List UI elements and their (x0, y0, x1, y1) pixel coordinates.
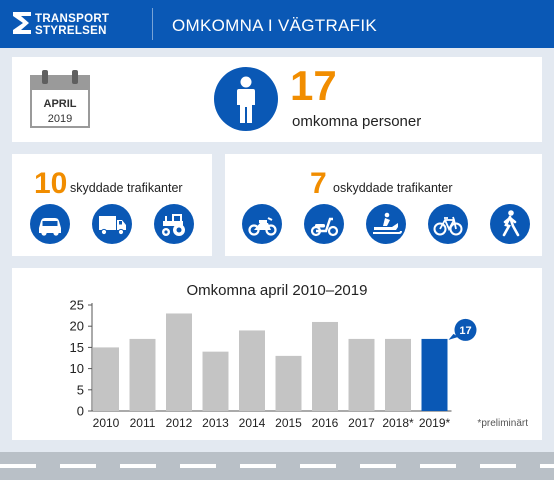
y-tick-label: 5 (77, 382, 84, 397)
bar (202, 351, 229, 411)
bicycle-icon (428, 204, 468, 244)
pedestrian-icon (490, 204, 530, 244)
bar (385, 338, 411, 411)
calendar-year: 2019 (47, 113, 73, 125)
chart-card: Omkomna april 2010–2019 0 5 10 15 20 25 2010 20… (12, 268, 542, 440)
callout-pointer (448, 333, 459, 340)
person-icon (214, 67, 278, 131)
x-tick-label: 2015 (275, 416, 302, 430)
road-decoration (0, 452, 554, 480)
total-fatalities-count: 17 (290, 62, 337, 109)
unprotected-label: oskyddade trafikanter (333, 181, 453, 195)
transportstyrelsen-logo: TRANSPORT STYRELSEN (13, 12, 143, 38)
x-tick-label: 2011 (130, 416, 156, 430)
bar (312, 321, 338, 411)
road-lane-markings (0, 464, 554, 468)
y-tick-label: 25 (70, 298, 84, 313)
total-fatalities-label: omkomna personer (292, 113, 422, 130)
bar (275, 355, 302, 411)
protected-label: skyddade trafikanter (70, 181, 183, 195)
highlight-bar (421, 338, 448, 411)
snowmobile-icon (366, 204, 406, 244)
chart-footnote: *preliminärt (477, 418, 528, 429)
bar (166, 313, 192, 411)
calendar-month: APRIL (43, 98, 77, 110)
truck-icon (92, 204, 132, 244)
motorcycle-icon (242, 204, 282, 244)
bar (129, 338, 156, 411)
callout-bubble (454, 318, 477, 341)
chart-title: Omkomna april 2010–2019 (186, 282, 368, 299)
x-tick-label: 2016 (312, 416, 339, 430)
car-icon (30, 204, 70, 244)
bar-chart: 0 5 10 15 20 25 2010 2011 2012 2013 2014 2015 2016 20… (70, 298, 477, 430)
callout-value-label: 17 (459, 325, 471, 337)
header-bar: TRANSPORT STYRELSEN OMKOMNA I VÄGTRAFIK (0, 0, 554, 48)
unprotected-count: 7 (310, 167, 327, 200)
bar (93, 347, 119, 411)
header-divider (152, 8, 153, 40)
unprotected-road-users-card: 7 oskyddade trafikanter (225, 154, 542, 256)
x-tick-label: 2014 (239, 416, 266, 430)
x-tick-label: 2012 (166, 416, 193, 430)
moped-icon (304, 204, 344, 244)
tractor-icon (154, 204, 194, 244)
x-tick-label: 2018* (382, 416, 414, 430)
x-tick-label: 2019* (419, 416, 451, 430)
bar (348, 338, 375, 411)
protected-road-users-card: 10 skyddade trafikanter (12, 154, 212, 256)
x-tick-label: 2017 (348, 416, 375, 430)
logo-arrow-icon (13, 12, 31, 34)
y-tick-label: 20 (70, 319, 84, 334)
bar (239, 330, 265, 411)
page-title: OMKOMNA I VÄGTRAFIK (172, 16, 378, 35)
calendar-icon: APRIL 2019 (30, 70, 90, 128)
y-tick-label: 10 (70, 361, 84, 376)
x-tick-label: 2013 (202, 416, 229, 430)
logo-text-line1: TRANSPORT (35, 13, 110, 25)
y-tick-label: 0 (77, 404, 84, 419)
y-tick-label: 15 (70, 340, 84, 355)
protected-count: 10 (34, 167, 68, 200)
x-tick-label: 2010 (93, 416, 120, 430)
logo-text-line2: STYRELSEN (35, 25, 107, 37)
total-summary-card: APRIL 2019 17 omkomna personer (12, 57, 542, 142)
